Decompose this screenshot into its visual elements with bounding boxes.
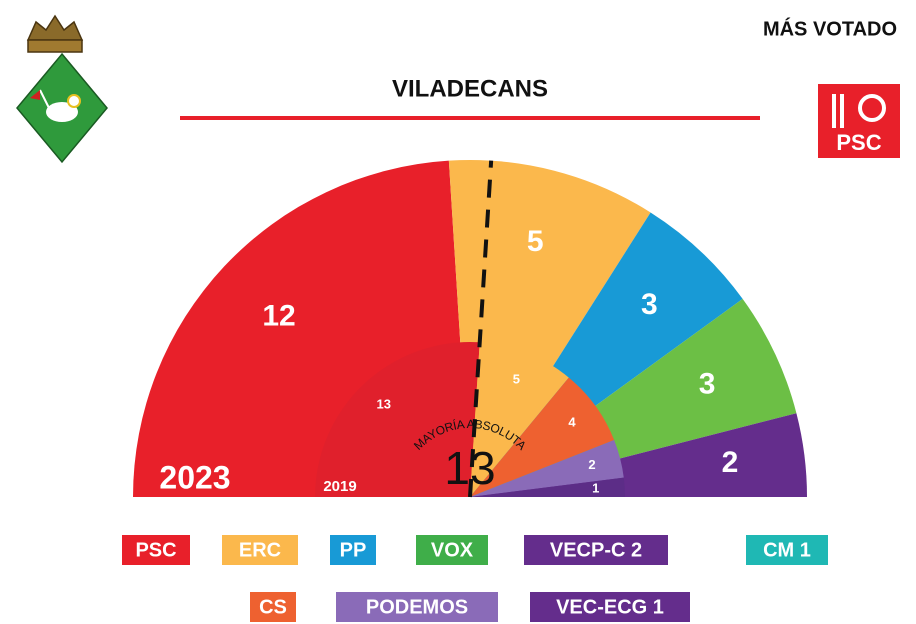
legend-swatch [122, 535, 190, 565]
legend-label: VECP-C 2 [550, 539, 642, 561]
year-label: 2019 [323, 478, 356, 495]
legend-label: ERC [239, 539, 281, 561]
legend-swatch [330, 535, 376, 565]
seat-label: 5 [513, 371, 520, 386]
seat-label: 3 [641, 288, 658, 321]
legend-label: PODEMOS [366, 596, 468, 618]
legend-swatch [530, 592, 690, 622]
coat-of-arms [16, 14, 108, 164]
legend-label: CM 1 [763, 539, 811, 561]
seat-label: 13 [377, 397, 391, 412]
seat-label: 2 [722, 446, 739, 479]
legend-label: CS [259, 596, 287, 618]
legend-label: VEC-ECG 1 [556, 596, 664, 618]
legend-label: PP [340, 539, 367, 561]
seat-sector [470, 377, 615, 497]
year-label: 2023 [159, 459, 230, 495]
majority-value: 13 [444, 442, 495, 494]
seat-label: 12 [262, 300, 295, 333]
legend-swatch [416, 535, 488, 565]
majority-line [468, 160, 494, 498]
seat-sector [470, 439, 624, 497]
seat-sector [470, 342, 569, 497]
chart-title: VILADECANS [392, 75, 548, 102]
logo-text: PSC [836, 130, 881, 155]
legend-swatch [222, 535, 298, 565]
seat-label: 5 [527, 225, 544, 258]
legend-label: VOX [431, 539, 474, 561]
party-logo: PSC [818, 84, 900, 158]
seat-sector [470, 477, 625, 497]
seat-label: 2 [588, 457, 595, 472]
seat-label: 3 [699, 367, 716, 400]
legend-swatch [250, 592, 296, 622]
legend-swatch [524, 535, 668, 565]
legend-swatch [746, 535, 828, 565]
seat-label: 4 [568, 414, 576, 429]
legend-swatch [336, 592, 498, 622]
most-voted-label: MÁS VOTADO [763, 17, 897, 40]
seat-label: 1 [592, 481, 599, 496]
seat-sector [315, 342, 480, 497]
legend-label: PSC [135, 539, 176, 561]
